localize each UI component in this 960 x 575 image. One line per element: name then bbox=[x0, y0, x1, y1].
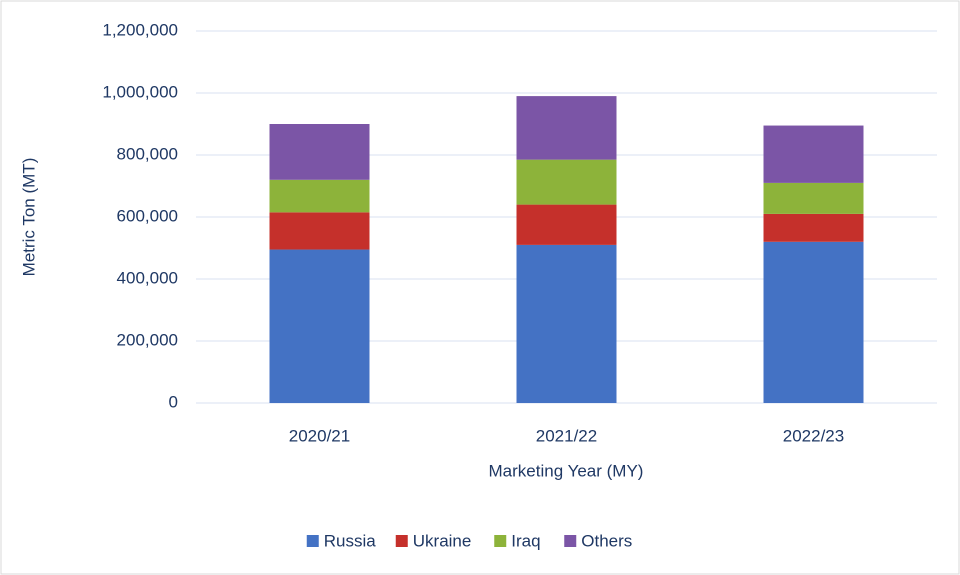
legend-label: Others bbox=[581, 531, 632, 550]
x-tick-label: 2022/23 bbox=[783, 426, 844, 445]
y-tick-label: 1,200,000 bbox=[102, 20, 178, 39]
bar-segment bbox=[516, 204, 617, 245]
y-tick-label: 0 bbox=[169, 392, 178, 411]
x-tick-label: 2021/22 bbox=[536, 426, 597, 445]
y-tick-label: 200,000 bbox=[117, 330, 178, 349]
bar-segment bbox=[269, 124, 370, 180]
x-axis-label: Marketing Year (MY) bbox=[489, 461, 644, 480]
x-tick-label: 2020/21 bbox=[289, 426, 350, 445]
legend-label: Ukraine bbox=[413, 531, 472, 550]
bar-segment bbox=[269, 249, 370, 403]
bar-segment bbox=[516, 96, 617, 160]
bar-segment bbox=[763, 182, 864, 214]
legend-swatch bbox=[395, 535, 408, 547]
legend-label: Russia bbox=[324, 531, 377, 550]
bar-segment bbox=[516, 244, 617, 403]
y-tick-label: 600,000 bbox=[117, 206, 178, 225]
legend-swatch bbox=[306, 535, 319, 547]
legend-label: Iraq bbox=[511, 531, 540, 550]
bar-segment bbox=[763, 241, 864, 403]
y-tick-label: 400,000 bbox=[117, 268, 178, 287]
bar-segment bbox=[269, 212, 370, 250]
y-axis-label: Metric Ton (MT) bbox=[19, 158, 38, 277]
legend-swatch bbox=[494, 535, 507, 547]
bar-segment bbox=[269, 179, 370, 213]
legend-swatch bbox=[564, 535, 577, 547]
bar-segment bbox=[763, 213, 864, 242]
bar-segment bbox=[516, 159, 617, 205]
bar-segment bbox=[763, 125, 864, 183]
y-tick-label: 1,000,000 bbox=[102, 82, 178, 101]
y-tick-label: 800,000 bbox=[117, 144, 178, 163]
